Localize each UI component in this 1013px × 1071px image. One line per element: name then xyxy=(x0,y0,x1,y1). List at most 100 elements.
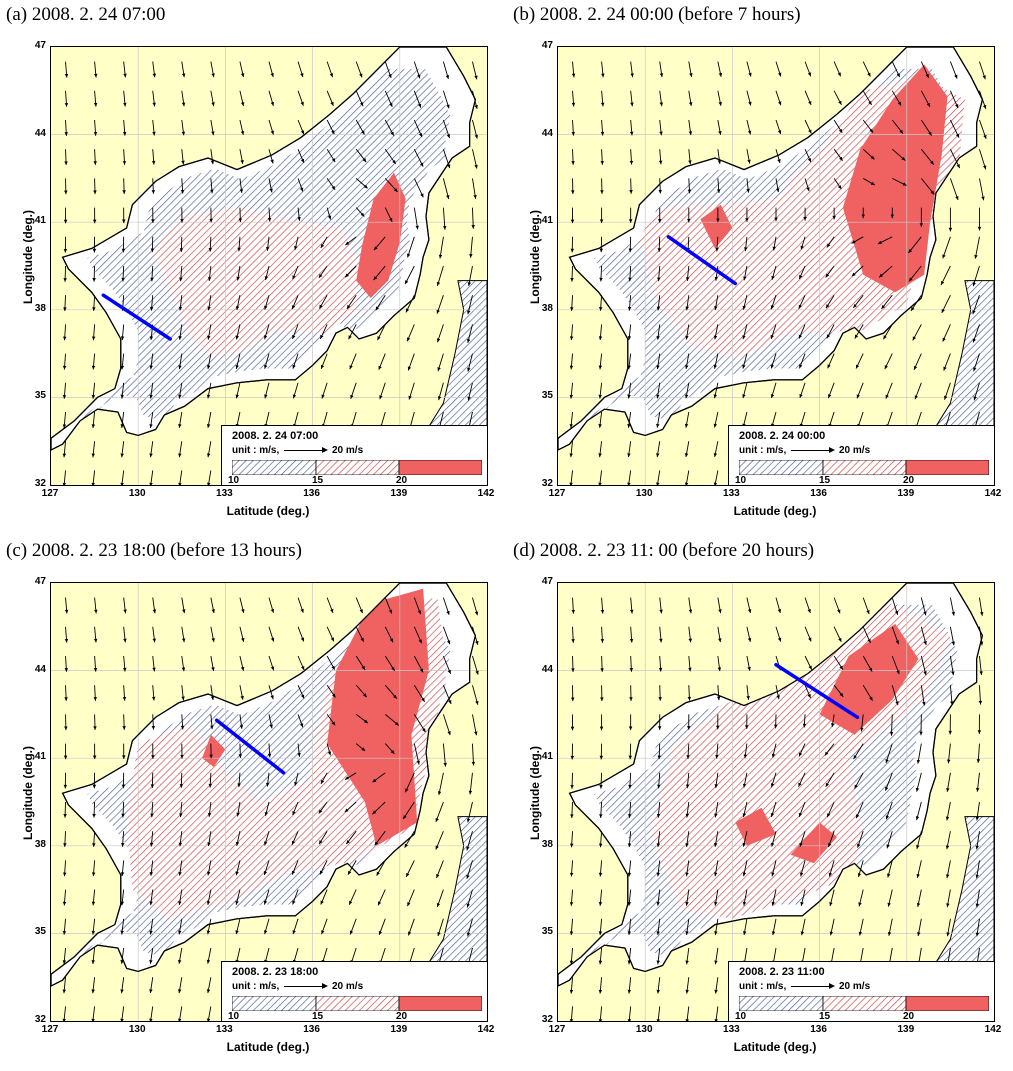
arrow-head xyxy=(777,609,782,613)
arrow-head xyxy=(178,482,182,485)
arrow-head xyxy=(879,273,884,278)
arrow-head xyxy=(375,306,380,311)
arrow-head xyxy=(569,931,574,936)
arrow-head xyxy=(744,247,748,252)
coastline xyxy=(558,583,984,987)
arrow-head xyxy=(684,453,689,457)
arrow-head xyxy=(598,394,602,399)
arrow-head xyxy=(684,423,689,428)
legend-band-15-20 xyxy=(315,460,400,475)
arrow-head xyxy=(747,666,751,671)
arrow-head xyxy=(858,931,863,936)
wind-arrow xyxy=(942,236,951,259)
legend-break-label: 10 xyxy=(735,1011,747,1022)
arrow-head xyxy=(300,130,305,135)
arrow-head xyxy=(948,730,952,735)
arrow-head xyxy=(599,277,603,282)
arrow-head xyxy=(916,759,921,764)
arrow-head xyxy=(919,223,924,227)
arrow-head xyxy=(717,667,722,672)
arrow-head xyxy=(901,156,906,161)
arrow-head xyxy=(569,1019,574,1021)
map-plot: 2008. 2. 24 00:00 unit : m/s, 20 m/s 10 15 20 xyxy=(557,46,995,486)
arrow-head xyxy=(319,840,323,845)
arrow-head xyxy=(319,304,323,309)
arrow-head xyxy=(569,872,574,877)
arrow-head xyxy=(890,214,895,219)
arrow-head xyxy=(598,931,603,936)
arrow-head xyxy=(600,190,604,194)
x-tick-label: 139 xyxy=(897,488,915,499)
arrow-head xyxy=(92,248,97,253)
arrow-head xyxy=(447,669,451,674)
arrow-head xyxy=(344,808,349,813)
x-tick-label: 136 xyxy=(303,488,320,499)
arrow-head xyxy=(91,453,96,458)
arrow-head xyxy=(318,273,323,278)
arrow-head xyxy=(345,273,349,278)
arrow-head xyxy=(799,752,803,757)
arrow-head xyxy=(376,871,380,876)
arrow-head xyxy=(926,102,930,107)
legend-band-20-plus xyxy=(398,996,482,1011)
arrow-head xyxy=(360,212,365,217)
arrow-head xyxy=(688,160,692,165)
arrow-head xyxy=(627,453,631,458)
arrow-head xyxy=(235,306,240,310)
arrow-head xyxy=(91,482,95,485)
arrow-head xyxy=(714,989,718,994)
arrow-head xyxy=(64,161,68,166)
x-axis-label: Latitude (deg.) xyxy=(733,504,817,518)
legend-unit: unit : m/s, xyxy=(739,445,787,456)
x-tick-label: 139 xyxy=(390,1024,408,1035)
arrow-head xyxy=(235,365,239,369)
arrow-head xyxy=(570,219,575,224)
arrow-head xyxy=(407,366,412,371)
arrow-head xyxy=(943,366,947,371)
arrow-head xyxy=(415,225,419,230)
x-tick-label: 130 xyxy=(128,488,146,499)
arrow-head xyxy=(685,1019,689,1021)
arrow-head xyxy=(806,187,810,192)
arrow-head xyxy=(270,637,275,642)
arrow-head xyxy=(263,335,268,340)
arrow-head xyxy=(598,1019,603,1021)
arrow-head xyxy=(800,901,804,906)
arrow-head xyxy=(63,843,67,847)
arrow-head xyxy=(92,784,97,789)
arrow-head xyxy=(331,158,336,163)
arrow-head xyxy=(346,840,350,845)
arrow-head xyxy=(656,482,660,485)
arrow-head xyxy=(977,730,982,734)
wind-arrow xyxy=(442,207,446,230)
arrow-head xyxy=(180,754,184,759)
wind-arrow xyxy=(413,207,419,230)
y-tick-label: 32 xyxy=(34,478,46,489)
arrow-head xyxy=(870,181,875,186)
arrow-head xyxy=(471,225,475,229)
arrow-head xyxy=(837,609,841,614)
arrow-head xyxy=(716,189,721,194)
arrow-head xyxy=(149,842,154,847)
arrow-head xyxy=(377,336,381,341)
y-tick-label: 38 xyxy=(34,302,46,314)
arrow-head xyxy=(627,336,632,340)
arrow-head xyxy=(406,872,410,877)
reference-arrow-label: 20 m/s xyxy=(839,981,871,992)
arrow-head xyxy=(178,842,183,847)
arrow-head xyxy=(123,102,127,107)
arrow-head xyxy=(799,394,803,399)
arrow-head xyxy=(657,277,661,282)
arrow-head xyxy=(838,100,842,105)
arrow-head xyxy=(63,248,68,253)
arrow-head xyxy=(887,931,892,936)
arrow-head xyxy=(917,932,921,937)
arrow-head xyxy=(419,162,424,167)
arrow-head xyxy=(266,246,270,251)
arrow-head xyxy=(866,610,870,615)
arrow-head xyxy=(264,276,269,281)
legend-band-10-15 xyxy=(232,460,317,475)
arrow-head xyxy=(178,901,182,906)
arrow-head xyxy=(209,754,213,759)
arrow-head xyxy=(983,134,987,139)
